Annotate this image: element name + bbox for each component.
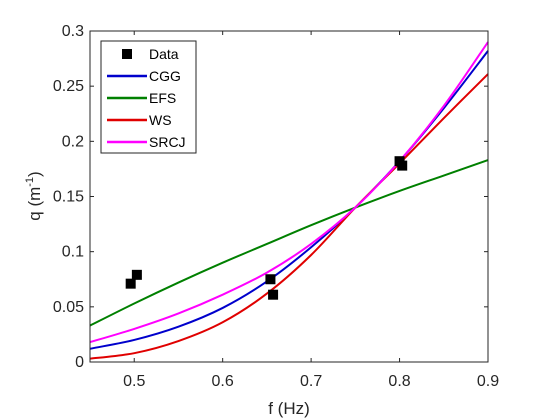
axes-box bbox=[89, 30, 489, 363]
y-tick-label: 0 bbox=[75, 354, 84, 371]
legend-label-data: Data bbox=[149, 46, 179, 62]
legend-label-efs: EFS bbox=[149, 90, 176, 106]
series-lines bbox=[89, 41, 489, 360]
y-tick-label: 0.1 bbox=[62, 244, 84, 261]
data-point-marker bbox=[131, 269, 142, 280]
x-tick-label: 0.7 bbox=[300, 373, 322, 390]
y-axis-label: q (m-1) bbox=[24, 171, 44, 220]
legend: Data CGG EFS WS SRCJ bbox=[100, 40, 197, 154]
x-tick-labels: 0.5 0.6 0.7 0.8 0.9 bbox=[123, 373, 499, 390]
data-point-marker bbox=[265, 274, 276, 285]
data-point-marker bbox=[268, 289, 279, 300]
y-tick-label: 0.05 bbox=[53, 299, 84, 316]
x-tick-label: 0.6 bbox=[212, 373, 234, 390]
y-axis-label-main: q (m bbox=[25, 187, 44, 221]
series-line-efs bbox=[89, 159, 489, 327]
data-point-marker bbox=[125, 278, 136, 289]
x-tick-label: 0.8 bbox=[388, 373, 410, 390]
series-line-srcj bbox=[89, 41, 489, 344]
x-tick-label: 0.5 bbox=[123, 373, 145, 390]
legend-label-cgg: CGG bbox=[149, 68, 181, 84]
data-points bbox=[125, 156, 408, 300]
y-tick-label: 0.25 bbox=[53, 78, 84, 95]
series-line-ws bbox=[89, 73, 489, 360]
legend-marker-data bbox=[122, 49, 132, 59]
x-tick-label: 0.9 bbox=[477, 373, 499, 390]
x-axis-label: f (Hz) bbox=[268, 399, 310, 418]
y-axis-label-end: ) bbox=[25, 171, 44, 177]
data-point-marker bbox=[397, 160, 408, 171]
legend-label-ws: WS bbox=[149, 112, 172, 128]
y-tick-label: 0.15 bbox=[53, 189, 84, 206]
y-tick-label: 0.3 bbox=[62, 23, 84, 40]
y-tick-labels: 0 0.05 0.1 0.15 0.2 0.25 0.3 bbox=[53, 23, 84, 371]
y-axis-label-superscript: -1 bbox=[24, 177, 36, 187]
y-tick-label: 0.2 bbox=[62, 133, 84, 150]
legend-label-srcj: SRCJ bbox=[149, 134, 186, 150]
